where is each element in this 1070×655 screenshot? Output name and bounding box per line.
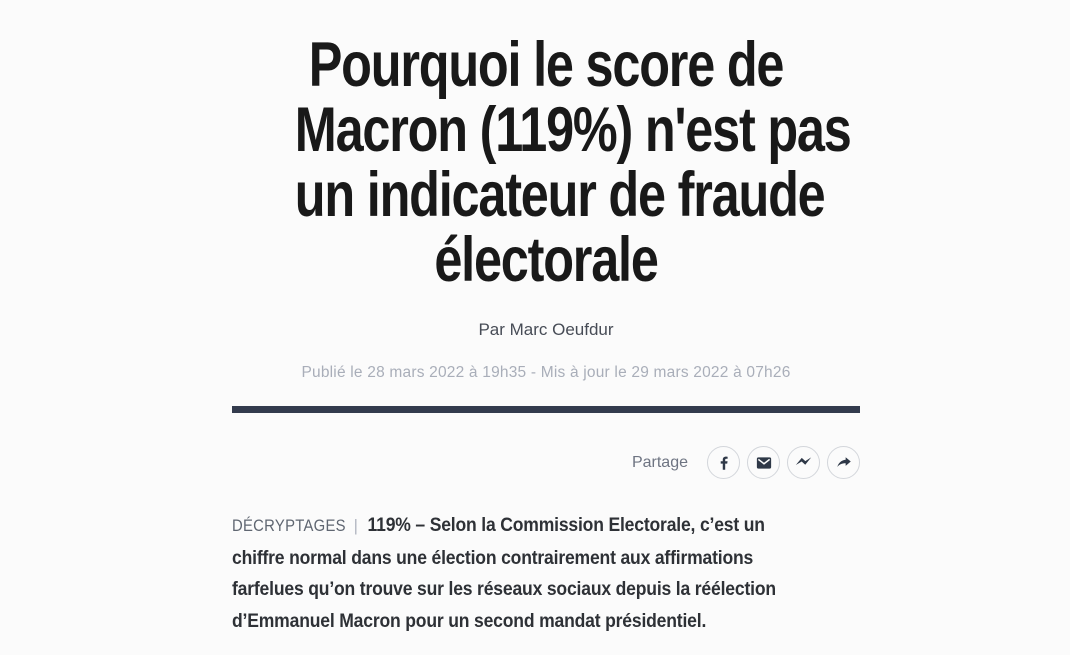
- email-icon: [756, 456, 771, 469]
- lede-text: 119% – Selon la Commission Electorale, c…: [367, 514, 765, 536]
- facebook-icon: [720, 456, 728, 470]
- share-email-button[interactable]: [747, 446, 780, 479]
- lede-line-1: DÉCRYPTAGES | 119% – Selon la Commission E…: [232, 510, 860, 543]
- article: Pourquoi le score de Macron (119%) n'est…: [232, 0, 860, 637]
- article-title-line: un indicateur de fraude: [294, 160, 826, 230]
- share-arrow-button[interactable]: [827, 446, 860, 479]
- messenger-icon: [795, 457, 812, 466]
- lede-line-4: d’Emmanuel Macron pour un second mandat …: [232, 609, 707, 632]
- byline: Par Marc Oeufdur: [478, 320, 614, 339]
- kicker-separator: |: [353, 517, 358, 535]
- dateline: Publié le 28 mars 2022 à 19h35 - Mis à j…: [301, 364, 791, 381]
- lede-line-3: farfelues qu’on trouve sur les réseaux s…: [232, 578, 776, 600]
- share-facebook-button[interactable]: [707, 446, 740, 479]
- share-messenger-button[interactable]: [787, 446, 820, 479]
- article-title-line: Macron (119%) n'est pas: [294, 95, 852, 165]
- article-title-line: Pourquoi le score de: [308, 30, 785, 100]
- kicker-decryptages[interactable]: DÉCRYPTAGES: [232, 517, 346, 535]
- share-label: Partage: [631, 453, 688, 471]
- lede-line-2: chiffre normal dans une élection contrai…: [232, 546, 754, 569]
- article-title-line: électorale: [434, 225, 659, 295]
- article-title: Pourquoi le score de Macron (119%) n'est…: [294, 30, 852, 295]
- share-arrow-icon: [836, 456, 851, 467]
- title-divider: [232, 406, 860, 413]
- share-row: Partage: [232, 446, 860, 479]
- lede: DÉCRYPTAGES | 119% – Selon la Commission E…: [232, 510, 860, 637]
